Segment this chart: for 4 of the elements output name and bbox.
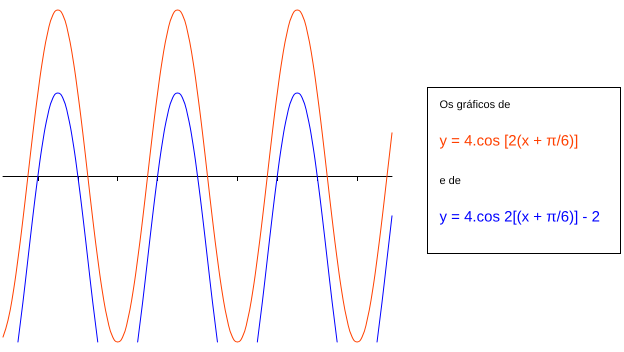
text: Os gráficos de [440, 99, 510, 111]
text: e de [440, 175, 461, 187]
text: y = 4.cos 2[(x + π/6)] - 2 [440, 208, 600, 226]
text: y = 4.cos [2(x + π/6)] [440, 132, 578, 150]
